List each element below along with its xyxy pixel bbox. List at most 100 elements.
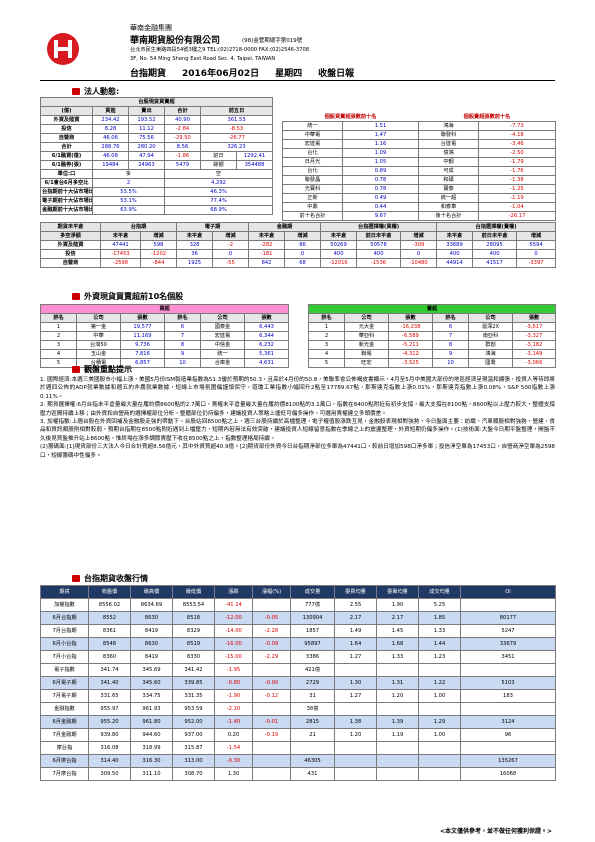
cell: 南亞科	[468, 331, 513, 341]
header-cell: 未平倉	[320, 231, 358, 241]
table-row: 宏達電 1.16 台達電 -3.46	[282, 139, 557, 149]
cell: 鴻海	[418, 121, 480, 131]
cell: 台灣50	[76, 340, 121, 350]
cell: 1.09	[341, 148, 420, 158]
cell: 47441	[100, 240, 141, 250]
header-cell: (億)	[40, 106, 93, 116]
header-cell: 賣出	[128, 106, 165, 116]
cell: 9,736	[120, 340, 165, 350]
logo	[47, 33, 79, 65]
table-row: 2 華亞科 -6,589 7 南亞科 -3,327	[308, 331, 557, 341]
table-row: 聯發晶 0.78 和碩 -1.38	[282, 175, 557, 185]
table-row: 2 中華 11,169 7 宏達電 6,344	[40, 331, 290, 341]
address-english: 3F, No. 54 Ming Sheng East Road Sec. 4, …	[130, 56, 276, 62]
cell: 4,292	[163, 178, 274, 188]
cell: 2.55	[334, 598, 377, 612]
cell: 1.33	[418, 624, 461, 638]
header-cell: 未平倉	[100, 231, 141, 241]
cell: 4	[308, 349, 345, 359]
cell: -1.38	[478, 175, 557, 185]
cell: 日月光	[282, 157, 343, 167]
cell: 前日	[200, 151, 237, 161]
stocks-table: 個股買賣超張數前十名 個股賣超張數前十名 統一 1.51 鴻海 -7.73 中華電 1.47 聯…	[282, 113, 557, 221]
cell: -2	[212, 240, 250, 250]
cell: -3,066	[511, 358, 557, 368]
cell: 6,443	[243, 322, 290, 332]
cell: 群創	[468, 340, 513, 350]
cell: 滬深2X	[468, 322, 513, 332]
cell: 1.44	[418, 637, 461, 651]
table-row: 自營商 -2598 -844 1925 -55 842 68 -12016 -1536 -1048…	[40, 258, 557, 268]
cell: -844	[139, 258, 178, 268]
cell: 台化	[282, 148, 343, 158]
cell: -1.76	[478, 166, 557, 176]
cell	[252, 767, 291, 781]
cell: 331.35	[172, 689, 215, 703]
cell	[376, 702, 419, 716]
cell: 聯電	[344, 349, 389, 359]
quotes-table: 期貨 收盤價 最高價 最低價 漲跌 漲幅(%) 成交量 委買均量 委賣均量 成交均量 OI 加權指數 8…	[40, 585, 556, 781]
cell: 2.17	[376, 611, 419, 625]
cell: 345.69	[130, 663, 173, 677]
cell: -12.00	[214, 611, 253, 625]
table-row: 6月電子期 341.40 345.60 339.85 -0.80 -0.00 2729 1.3…	[40, 676, 556, 690]
table-row: 金融指數 955.97 961.93 953.59 -2.20 38億	[40, 702, 556, 716]
cell: 1.47	[341, 130, 420, 140]
cell: -1.90	[214, 689, 253, 703]
table-row: 多空淨額 未平倉 增減 未平倉 增減 未平倉 增減 未平倉 前日未平倉 增減 未平倉 前日未平倉 增減	[40, 231, 557, 241]
cell: 1.23	[418, 650, 461, 664]
cell: -1.25	[478, 184, 557, 194]
cell: 8.56	[164, 142, 201, 152]
cell: 31	[290, 689, 335, 703]
table-row: 6/1會台6月多空比 2 4,292	[40, 178, 274, 188]
cell: 國喬	[468, 358, 513, 368]
section-title: 觀盤重點提示	[72, 364, 132, 375]
cell: 1.45	[376, 624, 419, 638]
cell: -2.28	[252, 624, 291, 638]
cell	[334, 702, 377, 716]
cell: 8630	[130, 637, 173, 651]
cell	[376, 754, 419, 768]
cell: 1.49	[334, 624, 377, 638]
table-row: 6月金融期 955.20 961.80 952.00 -1.40 -0.01 2815 1.3…	[40, 715, 556, 729]
cell: -309	[400, 240, 438, 250]
cell: -17453	[100, 249, 141, 259]
paragraph: 2. 期貨選擇權:6月台指未平倉量最大量在履約價8600點的2.7萬口，賣權未平…	[40, 402, 555, 417]
cell: -1.95	[214, 663, 253, 677]
cell: 0	[516, 249, 557, 259]
table-row: 個股買賣超張數前十名 個股賣超張數前十名	[282, 113, 556, 122]
cell: 8519	[172, 637, 215, 651]
header-cell: 期貨	[40, 585, 89, 599]
cell: 1857	[290, 624, 335, 638]
cell: 合庫金	[200, 358, 245, 368]
cell: 21	[290, 728, 335, 742]
table-row: 5 台積電 6,857 10 合庫金 4,631	[40, 358, 290, 368]
cell: 135267	[460, 754, 556, 768]
cell: 1.64	[334, 637, 377, 651]
table-row: 投信 8.28 11.12 -2.84 -8.53	[40, 124, 274, 134]
paragraph: 1. 國際經濟:本週三美國股市小幅上漲，美國5月份ISM製造業指數為51.3優於…	[40, 377, 555, 400]
cell: 外資及陸資	[40, 115, 93, 125]
cell: 77.4%	[163, 196, 274, 206]
cell: 寶泰	[418, 184, 480, 194]
cell: 309.50	[88, 767, 131, 781]
section-title-text: 台指期貨收盤行情	[84, 574, 148, 583]
cell: 6,232	[243, 340, 290, 350]
cell: 加權指數	[40, 598, 89, 612]
table-row: 買超	[39, 304, 290, 314]
weekday: 星期四	[275, 69, 303, 79]
header-cell: 收盤價	[88, 585, 131, 599]
cell: 318.99	[130, 741, 173, 755]
cell: -26.77	[199, 133, 274, 143]
rule	[40, 80, 555, 81]
cell	[418, 767, 461, 781]
cell: 8419	[130, 650, 173, 664]
table: 台股現貨買賣超 (億) 買進 賣出 合計 前五日 外資及陸資 234.42 193.52 40.9…	[39, 97, 274, 215]
cell: 億鴻	[418, 148, 480, 158]
cell: 24963	[128, 160, 165, 170]
cell: 摩台指	[40, 741, 89, 755]
cell: 0	[212, 249, 250, 259]
cell: -16.00	[214, 637, 253, 651]
cell: 9	[164, 349, 201, 359]
